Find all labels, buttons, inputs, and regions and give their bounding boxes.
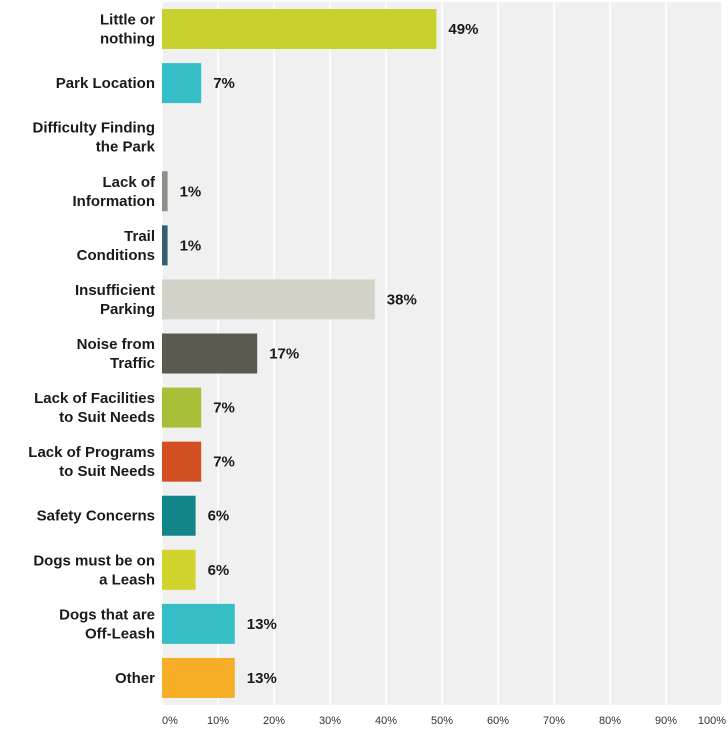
value-label: 49%: [448, 21, 478, 38]
category-label: Lack of Programs to Suit Needs: [28, 444, 155, 480]
x-tick-label: 30%: [319, 715, 341, 727]
x-tick-label: 70%: [543, 715, 565, 727]
bar: [162, 387, 202, 428]
value-label: 17%: [269, 346, 299, 363]
category-label: Lack of Information: [73, 174, 157, 210]
category-label: Dogs must be on a Leash: [33, 552, 155, 588]
bar: [162, 657, 235, 698]
x-tick-label: 50%: [431, 715, 453, 727]
category-label: Lack of Facilities to Suit Needs: [34, 390, 155, 426]
bar: [162, 603, 235, 644]
x-tick-label: 20%: [263, 715, 285, 727]
x-tick-label: 100%: [698, 715, 726, 727]
x-tick-label: 40%: [375, 715, 397, 727]
value-label: 6%: [208, 562, 230, 579]
value-label: 1%: [180, 183, 202, 200]
category-label: Dogs that are Off-Leash: [59, 606, 155, 642]
bar: [162, 441, 202, 482]
bar: [162, 171, 168, 212]
value-label: 1%: [180, 237, 202, 254]
x-axis-tick-labels: 0% 10% 20% 30% 40% 50% 60% 70% 80% 90% 100%: [162, 715, 726, 727]
category-label: Other: [115, 670, 155, 687]
bar: [162, 225, 168, 266]
category-label: Safety Concerns: [37, 508, 155, 525]
bar: [162, 333, 258, 374]
category-label: Noise from Traffic: [77, 336, 155, 372]
value-label: 7%: [213, 400, 235, 417]
category-label: Trail Conditions: [77, 228, 155, 264]
x-tick-label: 10%: [207, 715, 229, 727]
bar: [162, 495, 196, 536]
x-tick-label: 60%: [487, 715, 509, 727]
bar: [162, 9, 437, 50]
value-label: 7%: [213, 454, 235, 471]
category-label: Insufficient Parking: [75, 282, 155, 318]
category-label: Little or nothing: [100, 12, 155, 48]
bar: [162, 279, 375, 320]
value-label: 6%: [208, 508, 230, 525]
bar: [162, 63, 202, 104]
bars: [162, 9, 437, 698]
x-tick-label: 90%: [655, 715, 677, 727]
category-labels: Little or nothing Park Location Difficulty …: [28, 12, 156, 687]
value-label: 7%: [213, 75, 235, 92]
value-label: 38%: [387, 291, 417, 308]
value-label: 13%: [247, 670, 277, 687]
x-tick-label: 80%: [599, 715, 621, 727]
bar: [162, 549, 196, 590]
category-label: Park Location: [56, 75, 155, 92]
x-tick-label: 0%: [162, 715, 178, 727]
value-label: 13%: [247, 616, 277, 633]
category-label: Difficulty Finding the Park: [33, 120, 156, 156]
value-labels: 49% 7% 1% 1% 38% 17% 7% 7% 6% 6% 13% 13%: [180, 21, 479, 687]
